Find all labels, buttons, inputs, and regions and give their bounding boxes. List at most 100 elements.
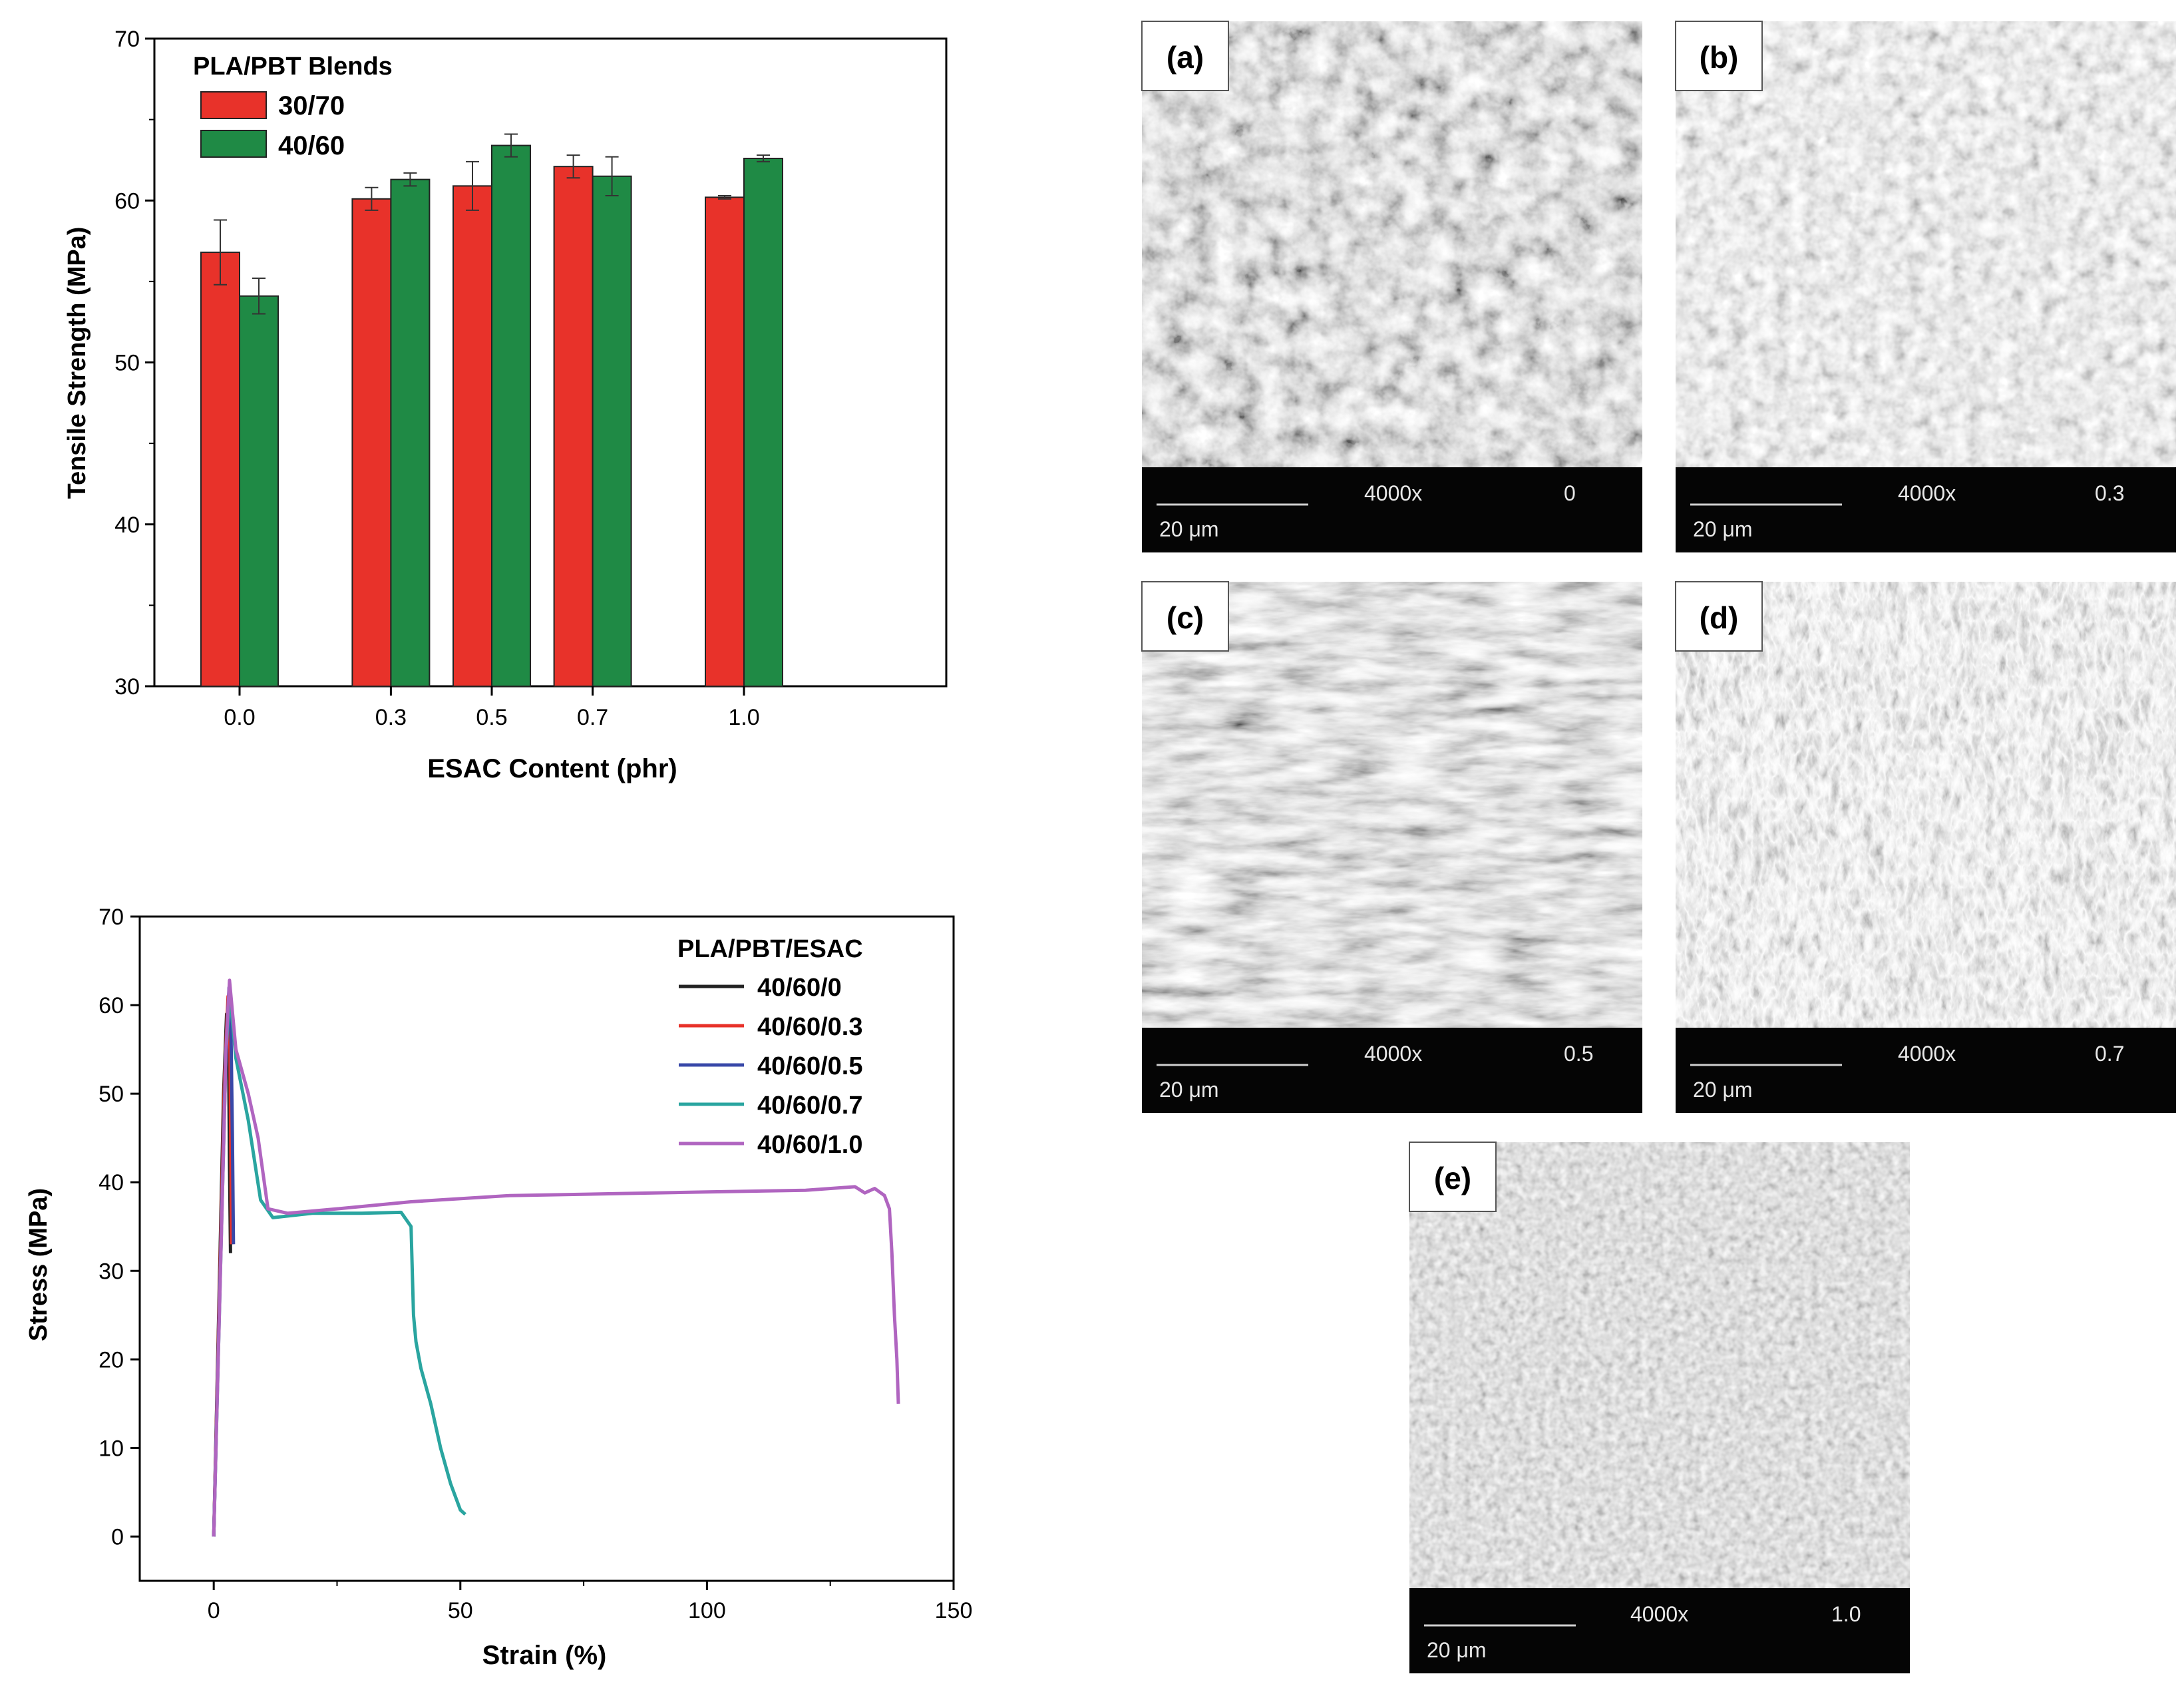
micrograph-c-content: 0.5 — [1564, 1042, 1593, 1066]
micrograph-a-content: 0 — [1564, 481, 1576, 505]
bar-30-70 — [351, 198, 392, 687]
bar-legend-swatch-30-70 — [200, 91, 267, 119]
line-chart-ticks: 0 10 20 30 40 50 60 70 0 50 100 150 — [98, 905, 972, 1623]
micrograph-e-scale: 20 μm — [1427, 1638, 1487, 1662]
bar-chart-legend: PLA/PBT Blends 30/70 40/60 — [193, 53, 393, 160]
line-legend-label: 40/60/0.5 — [757, 1052, 862, 1080]
line-y-tick-label: 30 — [98, 1259, 124, 1284]
micrograph-c-label: (c) — [1167, 600, 1204, 635]
line-chart-series — [212, 978, 900, 1537]
bar-30-70 — [705, 196, 745, 687]
line-x-tick-label: 50 — [448, 1598, 473, 1623]
micrograph-e-magnification: 4000x — [1630, 1602, 1688, 1626]
stress-strain-line-chart: 0 10 20 30 40 50 60 70 0 50 100 150 Stress (MPa) St… — [25, 905, 972, 1670]
line-y-tick-label: 20 — [98, 1347, 124, 1372]
error-bar — [566, 154, 580, 179]
error-bar — [252, 278, 266, 315]
micrograph-d-label: (d) — [1700, 600, 1739, 635]
line-chart-y-axis-label: Stress (MPa) — [25, 1188, 53, 1341]
micrograph-panel-e: 20 μm 4000x 1.0 (e) — [1409, 1142, 1910, 1673]
micrograph-panel-d: 20 μm 4000x 0.7 (d) — [1675, 581, 2176, 1113]
line-legend-label: 40/60/0 — [757, 974, 842, 1002]
bar-legend-label-40-60: 40/60 — [278, 131, 345, 160]
line-x-tick-label: 100 — [688, 1598, 726, 1623]
bar-x-tick-label: 0.7 — [577, 705, 608, 730]
micrograph-a-magnification: 4000x — [1364, 481, 1422, 505]
line-legend-label: 40/60/0.7 — [757, 1092, 862, 1120]
micrograph-a-info-bar — [1142, 467, 1642, 552]
micrograph-b-scale: 20 μm — [1693, 517, 1753, 541]
micrograph-a-scale: 20 μm — [1159, 517, 1219, 541]
line-legend-label: 40/60/1.0 — [757, 1131, 862, 1159]
line-x-tick-label: 0 — [208, 1598, 220, 1623]
sem-micrograph-grid: 20 μm 4000x 0 (a) 20 μm 4000x 0.3 (b) 20… — [1141, 21, 2176, 1673]
bar-legend-label-30-70: 30/70 — [278, 91, 345, 120]
micrograph-panel-b: 20 μm 4000x 0.3 (b) — [1675, 21, 2176, 552]
error-bar — [214, 219, 227, 286]
bar-40-60 — [390, 178, 431, 687]
line-x-tick-label: 150 — [935, 1598, 973, 1623]
bar-x-tick-label: 0.3 — [375, 705, 407, 730]
bar-40-60 — [592, 175, 632, 687]
bar-chart-x-ticks: 0.0 0.3 0.5 0.7 1.0 — [224, 686, 760, 730]
bar-30-70 — [553, 166, 594, 688]
bar-y-tick-label: 30 — [114, 674, 140, 700]
micrograph-b-info-bar — [1676, 467, 2176, 552]
micrograph-e-label: (e) — [1434, 1161, 1471, 1195]
bar-x-tick-label: 0.0 — [224, 705, 255, 730]
line-y-tick-label: 70 — [98, 905, 124, 930]
error-bar — [757, 154, 770, 162]
micrograph-b-content: 0.3 — [2095, 481, 2124, 505]
line-chart-plot-frame — [138, 915, 955, 1582]
line-y-tick-label: 50 — [98, 1082, 124, 1107]
bar-x-tick-label: 0.5 — [476, 705, 507, 730]
bar-40-60 — [743, 158, 783, 687]
error-bar — [403, 172, 417, 187]
line-legend-label: 40/60/0.3 — [757, 1013, 862, 1041]
line-chart-x-axis-label: Strain (%) — [482, 1641, 607, 1670]
series-line-40-60-0-7 — [212, 994, 466, 1537]
bar-y-tick-label: 40 — [114, 513, 140, 538]
line-y-tick-label: 60 — [98, 993, 124, 1018]
micrograph-c-info-bar — [1142, 1028, 1642, 1113]
error-bar — [466, 160, 479, 211]
bar-chart-y-ticks: 30 40 50 60 70 — [114, 27, 154, 700]
bar-chart-y-axis-label: Tensile Strength (MPa) — [63, 227, 91, 499]
bar-40-60 — [491, 144, 531, 688]
bar-legend-swatch-40-60 — [200, 130, 267, 158]
error-bar — [365, 186, 379, 211]
micrograph-e-info-bar — [1409, 1588, 1910, 1673]
micrograph-c-scale: 20 μm — [1159, 1078, 1219, 1102]
micrograph-b-magnification: 4000x — [1898, 481, 1956, 505]
error-bar — [718, 194, 731, 200]
micrograph-b-label: (b) — [1700, 40, 1739, 75]
error-bar — [605, 156, 619, 196]
line-y-tick-label: 0 — [111, 1524, 124, 1550]
bar-y-tick-label: 60 — [114, 188, 140, 214]
micrograph-d-scale: 20 μm — [1693, 1078, 1753, 1102]
micrograph-d-magnification: 4000x — [1898, 1042, 1956, 1066]
bar-y-tick-label: 70 — [114, 27, 140, 52]
bar-30-70 — [453, 185, 492, 688]
micrograph-e-content: 1.0 — [1831, 1602, 1861, 1626]
bar-legend-title: PLA/PBT Blends — [193, 53, 393, 81]
series-line-40-60-1-0 — [212, 978, 900, 1537]
micrograph-d-info-bar — [1676, 1028, 2176, 1113]
error-bar — [504, 133, 518, 158]
micrograph-panel-a: 20 μm 4000x 0 (a) — [1141, 21, 1642, 552]
line-y-tick-label: 40 — [98, 1170, 124, 1195]
bar-y-tick-label: 50 — [114, 351, 140, 376]
line-y-tick-label: 10 — [98, 1436, 124, 1461]
line-chart-legend: PLA/PBT/ESAC 40/60/0 40/60/0.3 40/60/0.5 40… — [677, 935, 863, 1159]
tensile-strength-bar-chart: 30 40 50 60 70 0.0 0.3 0.5 0.7 1.0 Tensile Stren… — [63, 27, 948, 783]
micrograph-a-label: (a) — [1167, 40, 1204, 75]
micrograph-panel-c: 20 μm 4000x 0.5 (c) — [1141, 581, 1642, 1113]
bar-x-tick-label: 1.0 — [728, 705, 759, 730]
bar-30-70 — [200, 252, 240, 687]
line-legend-title: PLA/PBT/ESAC — [677, 935, 863, 963]
bar-40-60 — [239, 295, 279, 687]
bar-chart-x-axis-label: ESAC Content (phr) — [427, 754, 677, 783]
bar-chart-bars — [200, 133, 783, 688]
micrograph-d-content: 0.7 — [2095, 1042, 2124, 1066]
